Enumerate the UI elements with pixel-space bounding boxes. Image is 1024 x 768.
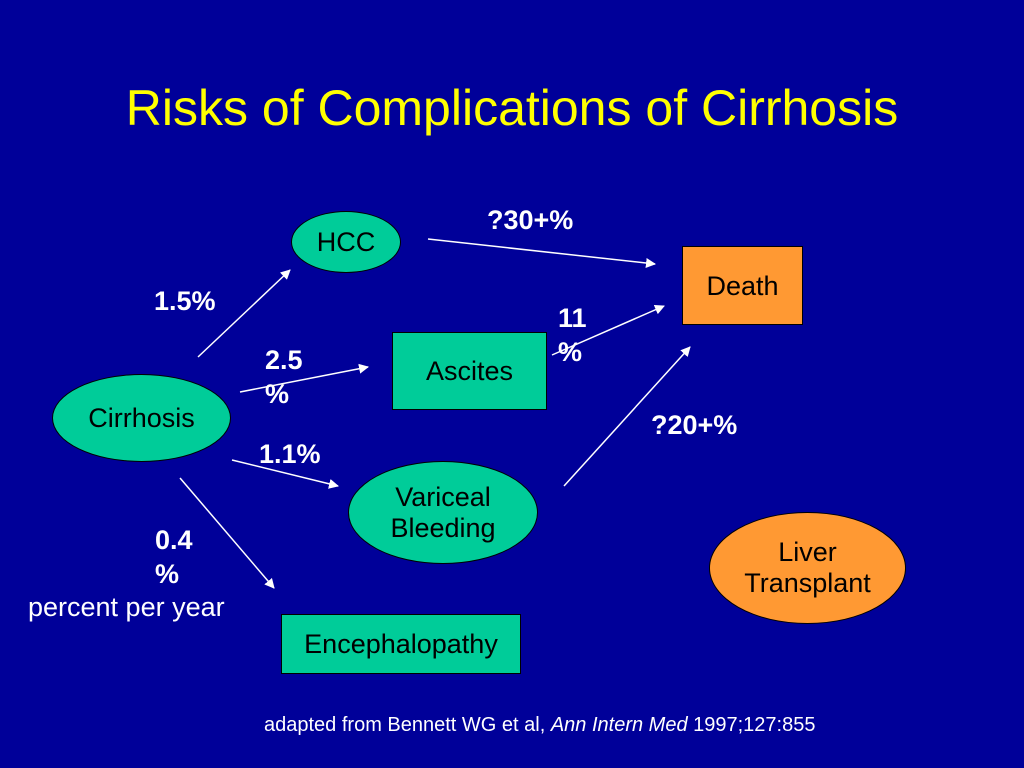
unit-note: percent per year: [28, 592, 225, 622]
citation: adapted from Bennett WG et al, Ann Inter…: [264, 711, 815, 739]
ascites-rate-line2: %: [265, 379, 290, 409]
death-node-label: Death: [706, 271, 779, 301]
slide-title: Risks of Complications of Cirrhosis: [125, 80, 899, 136]
encephalopathy-rate-label: 0.4 %: [155, 523, 193, 591]
hcc-node: HCC: [291, 211, 401, 273]
variceal-bleeding-label-line1: Variceal: [395, 481, 491, 512]
cirrhosis-node: Cirrhosis: [52, 374, 231, 462]
variceal-death-rate-label: ?20+%: [651, 410, 738, 440]
hcc-death-rate-label: ?30+%: [487, 205, 574, 235]
arrow-cirrhosis-ascites: [239, 363, 369, 393]
variceal-bleeding-node: Variceal Bleeding: [348, 461, 538, 564]
arrow-cirrhosis-hcc: [197, 269, 291, 358]
encephalopathy-rate-line1: 0.4: [155, 525, 193, 555]
citation-prefix: adapted from Bennett WG et al,: [264, 714, 551, 736]
ascites-death-rate-label: 11 %: [558, 301, 587, 369]
arrow-cirrhosis-variceal: [231, 459, 339, 489]
arrow-hcc-death: [427, 238, 656, 268]
ascites-node-label: Ascites: [425, 355, 514, 386]
cirrhosis-node-label: Cirrhosis: [88, 402, 195, 433]
hcc-rate-label: 1.5%: [154, 286, 216, 316]
citation-journal: Ann Intern Med: [550, 714, 688, 736]
arrow-cirrhosis-encephalopathy: [179, 477, 275, 589]
ascites-death-rate-line2: %: [558, 337, 583, 367]
ascites-node: Ascites: [392, 332, 547, 410]
encephalopathy-node: Encephalopathy: [281, 614, 521, 674]
encephalopathy-node-label: Encephalopathy: [304, 628, 498, 659]
variceal-bleeding-label-line2: Bleeding: [390, 512, 496, 543]
hcc-node-label: HCC: [316, 226, 376, 257]
death-node: Death: [682, 246, 803, 325]
liver-transplant-node: Liver Transplant: [709, 512, 906, 624]
liver-transplant-label-line1: Liver: [778, 537, 837, 567]
arrow-ascites-death: [551, 305, 665, 356]
encephalopathy-rate-line2: %: [155, 559, 180, 589]
liver-transplant-label-line2: Transplant: [744, 568, 871, 598]
arrow-variceal-death: [563, 346, 691, 487]
citation-suffix: 1997;127:855: [687, 714, 816, 736]
ascites-rate-line1: 2.5: [265, 345, 303, 375]
variceal-rate-label: 1.1%: [259, 439, 321, 469]
ascites-rate-label: 2.5 %: [265, 343, 303, 411]
ascites-death-rate-line1: 11: [558, 303, 587, 333]
